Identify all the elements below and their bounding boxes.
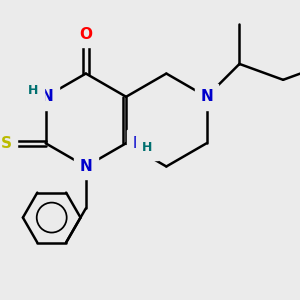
Text: N: N	[133, 136, 146, 151]
Text: N: N	[41, 89, 53, 104]
Text: N: N	[200, 89, 213, 104]
Text: N: N	[80, 159, 92, 174]
Text: S: S	[1, 136, 12, 151]
Text: H: H	[28, 84, 38, 97]
Text: O: O	[80, 26, 92, 41]
Text: H: H	[142, 141, 152, 154]
